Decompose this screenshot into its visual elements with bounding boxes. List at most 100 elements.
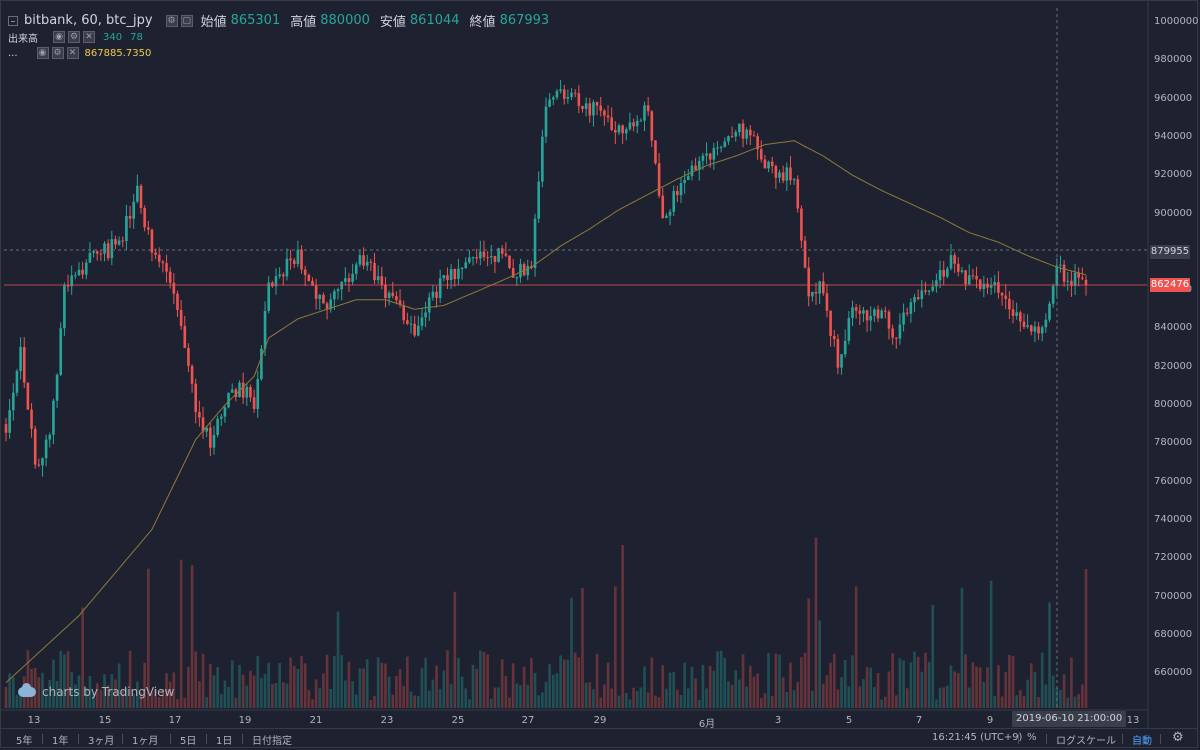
candle-body <box>88 252 92 263</box>
range-1d-button[interactable]: 1日 <box>216 736 233 747</box>
gear-icon[interactable]: ⚙ <box>1172 730 1184 745</box>
candle-body <box>986 283 989 288</box>
candle-body <box>657 163 661 196</box>
volume-bar <box>486 654 489 708</box>
moving-average-line <box>5 140 1087 684</box>
volume-bar <box>1077 694 1081 708</box>
candle-body <box>486 257 489 259</box>
candle-body <box>927 290 931 292</box>
log-scale-toggle[interactable]: ログスケール <box>1056 736 1116 747</box>
candle-body <box>533 218 537 268</box>
tradingview-watermark[interactable]: charts by TradingView <box>18 683 174 699</box>
volume-settings-icon[interactable]: ⚙ <box>68 31 80 43</box>
volume-bar <box>157 697 161 708</box>
volume-bar <box>66 651 70 708</box>
settings-icon[interactable]: ⚙ <box>165 14 178 27</box>
candle-body <box>792 179 796 181</box>
candle-body <box>55 374 59 401</box>
candle-body <box>814 292 818 294</box>
date-range-button[interactable]: 日付指定 <box>252 736 292 747</box>
volume-bar <box>431 679 435 708</box>
candle-body <box>354 264 358 274</box>
volume-bar <box>358 668 362 708</box>
candle-body <box>774 165 778 178</box>
range-5d-button[interactable]: 5日 <box>180 736 197 747</box>
candle-body <box>916 297 920 299</box>
candle-body <box>920 290 924 299</box>
volume-bar <box>314 679 318 708</box>
candle-body <box>333 291 336 300</box>
candle-body <box>347 278 351 282</box>
collapse-icon[interactable] <box>8 15 18 26</box>
volume-bar <box>88 676 92 708</box>
candle-body <box>741 123 745 139</box>
volume-bar <box>303 663 307 708</box>
candle-body <box>759 149 763 160</box>
volume-bar <box>117 663 121 708</box>
candle-body <box>413 323 416 336</box>
price-tick: 740000 <box>1154 513 1193 525</box>
volume-bar <box>727 681 730 708</box>
candle-body <box>566 97 570 99</box>
price-tick: 800000 <box>1154 399 1193 410</box>
legend-ma-row: ... ◉ ⚙ ✕ 867885.7350 <box>8 45 559 61</box>
candle-body <box>887 311 891 329</box>
auto-scale-toggle[interactable]: 自動 <box>1132 736 1152 747</box>
volume-visibility-icon[interactable]: ◉ <box>53 31 65 43</box>
volume-bar <box>927 661 931 708</box>
volume-bar <box>1084 568 1088 708</box>
candle-body <box>508 255 511 268</box>
range-3m-button[interactable]: 3ヶ月 <box>88 736 115 747</box>
ma-close-icon[interactable]: ✕ <box>66 47 79 59</box>
volume-bar <box>106 685 110 708</box>
volume-bar <box>946 685 949 708</box>
candle-body <box>271 282 274 287</box>
range-1y-button[interactable]: 1年 <box>52 736 69 747</box>
range-5y-button[interactable]: 5年 <box>16 736 33 747</box>
toolbar-divider <box>1018 734 1019 744</box>
toolbar-divider <box>122 734 123 744</box>
time-tick: 25 <box>451 715 465 726</box>
volume-close-icon[interactable]: ✕ <box>83 31 95 43</box>
time-tick: 3 <box>774 715 782 726</box>
candle-body <box>278 274 281 277</box>
volume-bar <box>198 681 201 708</box>
candle-body <box>555 90 559 98</box>
ma-visibility-icon[interactable]: ◉ <box>36 47 49 59</box>
volume-bar <box>993 696 997 708</box>
percent-scale-toggle[interactable]: % <box>1027 732 1037 743</box>
volume-bar <box>960 587 964 708</box>
ma-settings-icon[interactable]: ⚙ <box>51 47 64 59</box>
volume-bar <box>95 683 99 708</box>
volume-bar <box>387 676 391 708</box>
volume-bar <box>712 670 716 708</box>
tradingview-cloud-icon <box>18 683 36 697</box>
volume-bar <box>738 679 741 708</box>
candle-body <box>329 299 333 310</box>
format-icon[interactable]: ▢ <box>180 14 193 27</box>
volume-bar <box>573 652 577 708</box>
volume-bar <box>4 686 8 708</box>
volume-bar <box>15 694 19 708</box>
volume-bar <box>457 657 460 708</box>
volume-bar <box>741 654 745 708</box>
candle-body <box>515 277 519 279</box>
volume-bar <box>143 662 146 708</box>
candle-body <box>351 273 354 282</box>
time-tick: 19 <box>238 715 252 726</box>
range-1m-button[interactable]: 1ヶ月 <box>132 736 159 747</box>
volume-bar <box>92 693 95 708</box>
candle-body <box>964 270 967 285</box>
candle-body <box>70 275 73 287</box>
volume-bar <box>150 692 154 708</box>
volume-bar <box>778 654 781 708</box>
volume-bar <box>770 696 774 708</box>
volume-bar <box>493 687 497 708</box>
volume-bar <box>763 693 767 708</box>
candle-body <box>694 165 697 170</box>
clock-readout: 16:21:45 (UTC+9) <box>932 732 1023 743</box>
volume-bar <box>340 655 343 708</box>
volume-bar <box>533 672 537 708</box>
candle-body <box>325 303 329 310</box>
